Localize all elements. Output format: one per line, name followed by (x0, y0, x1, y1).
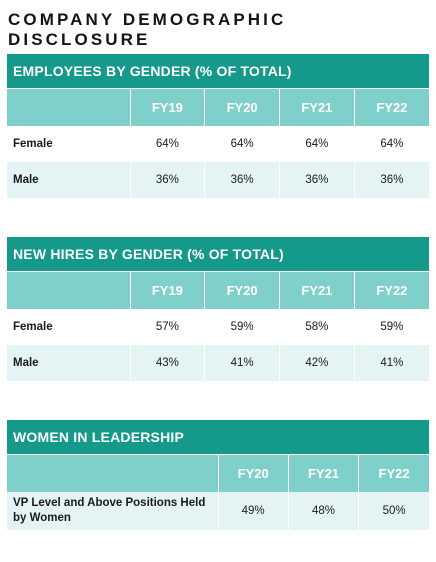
table-cell: 41% (204, 345, 280, 381)
row-label: Female (7, 126, 131, 162)
column-header: FY19 (130, 89, 206, 126)
table-cell: 64% (354, 126, 429, 162)
table-cell: 64% (130, 126, 206, 162)
table-cell: 36% (279, 162, 355, 198)
table-row: Male 36% 36% 36% 36% (7, 162, 429, 198)
table-cell: 36% (130, 162, 206, 198)
header-blank-cell (7, 89, 131, 126)
table-cell: 36% (204, 162, 280, 198)
column-header: FY20 (218, 455, 289, 492)
table-cell: 64% (279, 126, 355, 162)
column-header: FY20 (204, 89, 280, 126)
table-cell: 41% (354, 345, 429, 381)
table-cell: 64% (204, 126, 280, 162)
column-header: FY22 (354, 272, 429, 309)
table-cell: 42% (279, 345, 355, 381)
table-row: Female 64% 64% 64% 64% (7, 126, 429, 162)
column-header: FY19 (130, 272, 206, 309)
table-header-row: FY19 FY20 FY21 FY22 (7, 272, 429, 309)
row-label: Male (7, 162, 131, 198)
header-blank-cell (7, 272, 131, 309)
row-label: Female (7, 309, 131, 345)
page-title: COMPANY DEMOGRAPHIC DISCLOSURE (8, 10, 287, 49)
table-row: VP Level and Above Positions Held by Wom… (7, 492, 429, 530)
row-label: VP Level and Above Positions Held by Wom… (7, 492, 219, 530)
leadership-table: FY20 FY21 FY22 VP Level and Above Positi… (7, 455, 429, 530)
table-header-row: FY20 FY21 FY22 (7, 455, 429, 492)
column-header: FY22 (358, 455, 429, 492)
column-header: FY21 (279, 89, 355, 126)
women-in-leadership-section: WOMEN IN LEADERSHIP FY20 FY21 FY22 VP Le… (7, 420, 429, 530)
column-header: FY21 (288, 455, 360, 492)
employees-table: FY19 FY20 FY21 FY22 Female 64% 64% 64% 6… (7, 89, 429, 198)
table-cell: 48% (288, 492, 360, 530)
header-blank-cell (7, 455, 219, 492)
table-header-row: FY19 FY20 FY21 FY22 (7, 89, 429, 126)
table-cell: 59% (354, 309, 429, 345)
table-cell: 58% (279, 309, 355, 345)
employees-by-gender-section: EMPLOYEES BY GENDER (% OF TOTAL) FY19 FY… (7, 54, 429, 198)
column-header: FY22 (354, 89, 429, 126)
table-row: Male 43% 41% 42% 41% (7, 345, 429, 381)
table-row: Female 57% 59% 58% 59% (7, 309, 429, 345)
column-header: FY20 (204, 272, 280, 309)
table-cell: 59% (204, 309, 280, 345)
table-cell: 50% (358, 492, 429, 530)
row-label: Male (7, 345, 131, 381)
table-cell: 49% (218, 492, 289, 530)
column-header: FY21 (279, 272, 355, 309)
table-cell: 43% (130, 345, 206, 381)
new-hires-section-heading: NEW HIRES BY GENDER (% OF TOTAL) (7, 237, 429, 272)
new-hires-table: FY19 FY20 FY21 FY22 Female 57% 59% 58% 5… (7, 272, 429, 381)
new-hires-by-gender-section: NEW HIRES BY GENDER (% OF TOTAL) FY19 FY… (7, 237, 429, 381)
employees-section-heading: EMPLOYEES BY GENDER (% OF TOTAL) (7, 54, 429, 89)
table-cell: 57% (130, 309, 206, 345)
leadership-section-heading: WOMEN IN LEADERSHIP (7, 420, 429, 455)
table-cell: 36% (354, 162, 429, 198)
